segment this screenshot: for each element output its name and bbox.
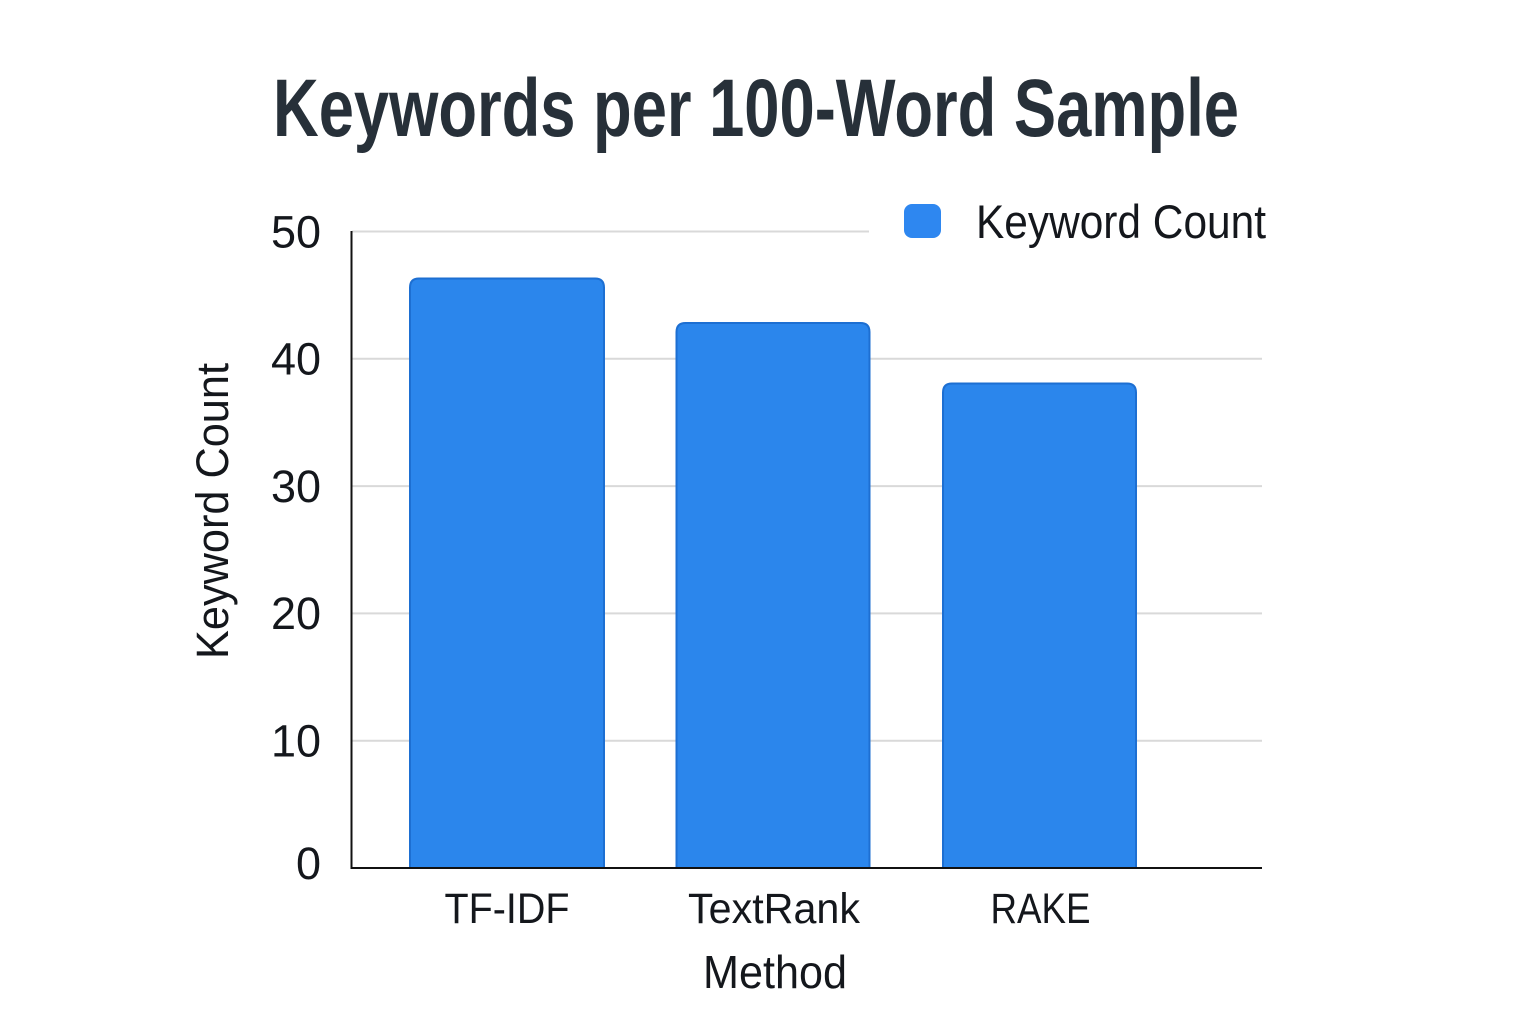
svg-text:Keyword Count: Keyword Count — [976, 195, 1266, 248]
svg-text:RAKE: RAKE — [991, 886, 1091, 933]
svg-text:TF-IDF: TF-IDF — [445, 886, 570, 933]
svg-text:40: 40 — [271, 334, 321, 385]
svg-text:Method: Method — [703, 946, 847, 998]
svg-text:0: 0 — [296, 838, 321, 889]
svg-text:Keywords per 100-Word Sample: Keywords per 100-Word Sample — [273, 63, 1239, 154]
svg-text:30: 30 — [271, 461, 321, 512]
svg-text:50: 50 — [271, 207, 321, 258]
svg-text:10: 10 — [271, 715, 321, 766]
svg-text:TextRank: TextRank — [688, 886, 861, 933]
svg-text:20: 20 — [271, 588, 321, 639]
svg-text:Keyword Count: Keyword Count — [187, 363, 238, 659]
